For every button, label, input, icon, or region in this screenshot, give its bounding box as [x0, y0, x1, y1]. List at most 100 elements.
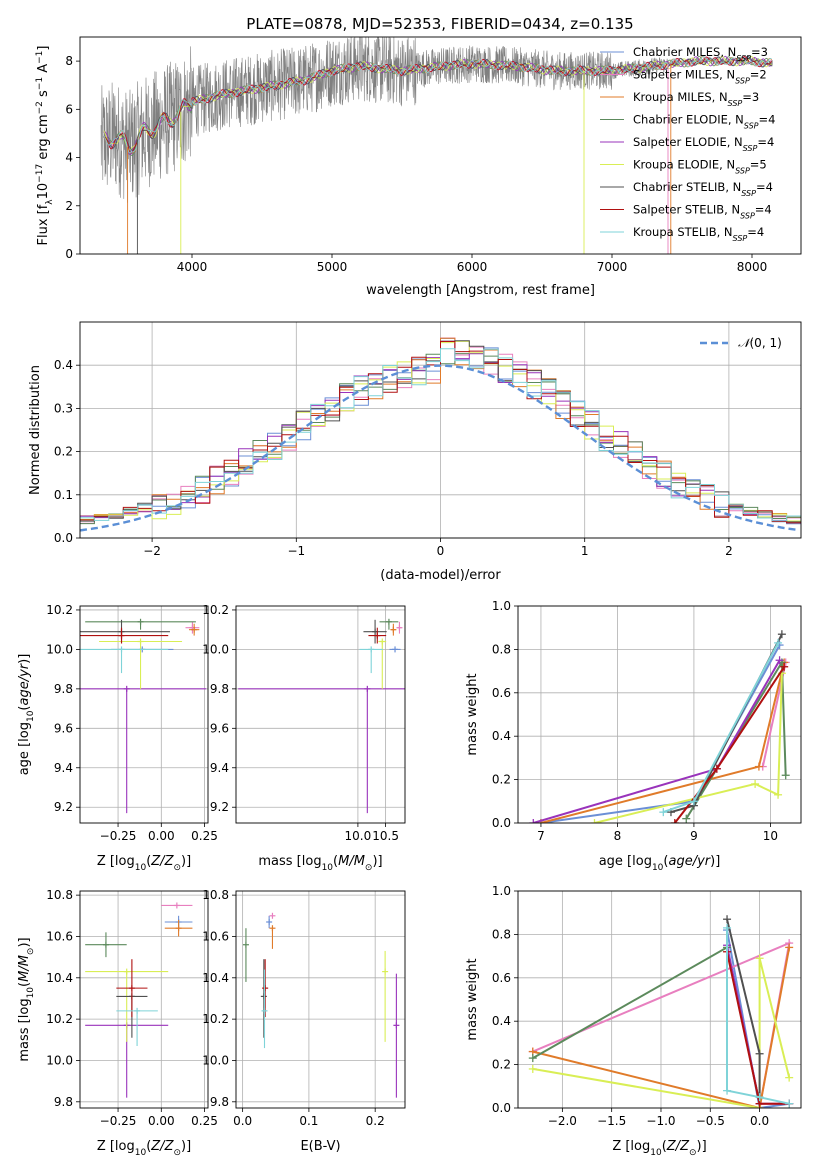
residuals-frame — [79, 321, 802, 539]
point-kroupa-miles — [390, 623, 397, 636]
spectrum-xtick-label: 8000 — [737, 260, 768, 274]
point-kroupa-stelib — [80, 646, 169, 674]
mass-vs-EBV-xtick-label: 0.0 — [233, 1114, 252, 1128]
spectrum-ytick-label: 4 — [65, 151, 73, 165]
point-salpeter-elodie — [393, 973, 400, 1098]
model-spectrum-salpeter-elodie — [103, 55, 772, 156]
residuals-ytick-label: 0.0 — [54, 531, 73, 545]
age-vs-mass-xlabel: mass [log10(M/M⊙)] — [258, 854, 382, 873]
weight-vs-Z-ytick-label: 0.4 — [492, 1014, 511, 1028]
residuals-ylabel: Normed distribution — [28, 365, 43, 495]
mass-vs-Z-frame — [79, 890, 209, 1109]
mass-vs-EBV-xtick-label: 0.1 — [299, 1114, 318, 1128]
residuals-xtick-label: 1 — [581, 544, 589, 558]
spectrum-xtick-label: 5000 — [317, 260, 348, 274]
point-salpeter-miles — [161, 902, 193, 909]
mass-vs-Z-xtick-label: 0.00 — [148, 1114, 175, 1128]
weight-vs-Z-xtick-label: 0.0 — [750, 1114, 769, 1128]
figure-title: PLATE=0878, MJD=52353, FIBERID=0434, z=0… — [246, 15, 633, 33]
age-vs-Z-ytick-label: 9.8 — [54, 682, 73, 696]
point-kroupa-stelib — [261, 969, 268, 1049]
weight-vs-Z-ytick-label: 0.2 — [492, 1058, 511, 1072]
weight-line — [532, 947, 791, 1108]
spectrum-xtick-label: 6000 — [457, 260, 488, 274]
weight-vs-age-axes: 7 8 9 10 0.0 0.2 0.4 0.6 0.8 1.0 age [log10(age/yr… — [465, 599, 802, 873]
weight-vs-age-xtick-label: 10 — [763, 829, 778, 843]
point-salpeter-elodie — [80, 685, 207, 814]
spectrum-frame — [79, 36, 802, 255]
spectrum-xtick-label: 4000 — [177, 260, 208, 274]
mass-vs-EBV-axes: 0.0 0.1 0.2 9.8 10.0 10.2 10.4 10.6 10.8 E(B-V) — [202, 888, 406, 1154]
mass-vs-Z-ytick-label: 9.8 — [54, 1095, 73, 1109]
mass-vs-Z-xtick-label: −0.25 — [100, 1114, 137, 1128]
legend-entry: Chabrier STELIB, NSSP=4 — [633, 180, 773, 198]
mass-vs-EBV-frame — [235, 890, 406, 1109]
mass-vs-Z-plot-area — [85, 902, 193, 1098]
point-chabrier-elodie — [85, 932, 127, 958]
point-chabrier-stelib — [260, 959, 267, 1038]
point-salpeter-stelib — [262, 959, 269, 1018]
weight-vs-age-ytick-label: 0.2 — [492, 773, 511, 787]
age-vs-mass-ytick-label: 10.2 — [202, 603, 229, 617]
weight-vs-age-xtick-label: 8 — [614, 829, 622, 843]
point-salpeter-miles — [269, 912, 276, 919]
residuals-xlabel: (data-model)/error — [380, 568, 501, 583]
normal-curve — [80, 364, 799, 532]
weight-vs-age-ytick-label: 1.0 — [492, 599, 511, 613]
spectrum-ytick-label: 8 — [65, 54, 73, 68]
age-vs-Z-xtick-label: 0.00 — [148, 829, 175, 843]
weight-vs-Z-xtick-label: −0.5 — [696, 1114, 725, 1128]
point-kroupa-stelib — [116, 1007, 158, 1046]
weight-vs-Z-xtick-label: −2.0 — [548, 1114, 577, 1128]
mass-vs-EBV-ytick-label: 10.4 — [202, 971, 229, 985]
weight-vs-Z-ytick-label: 1.0 — [492, 884, 511, 898]
legend-entry: Kroupa MILES, NSSP=3 — [633, 90, 759, 108]
mass-vs-EBV-xlabel: E(B-V) — [300, 1139, 340, 1154]
spectrum-xlabel: wavelength [Angstrom, rest frame] — [366, 283, 595, 298]
residuals-ytick-label: 0.4 — [54, 358, 73, 372]
legend-entry: Chabrier MILES, NSSP=3 — [633, 45, 768, 63]
point-kroupa-stelib — [359, 646, 383, 674]
age-vs-mass-frame — [235, 605, 406, 824]
age-vs-mass-ytick-label: 9.8 — [210, 682, 229, 696]
age-vs-mass-xtick-label: 10.5 — [372, 829, 399, 843]
point-kroupa-miles — [164, 919, 193, 937]
mass-vs-EBV-ytick-label: 10.0 — [202, 1053, 229, 1067]
spectrum-ytick-label: 6 — [65, 102, 73, 116]
age-vs-Z-xlabel: Z [log10(Z/Z⊙)] — [97, 854, 191, 873]
residuals-xtick-label: −2 — [143, 544, 161, 558]
point-kroupa-elodie — [85, 968, 169, 1042]
mass-vs-EBV-plot-area — [242, 912, 400, 1098]
spectrum-ytick-label: 2 — [65, 199, 73, 213]
residuals-xtick-label: 2 — [725, 544, 733, 558]
age-vs-Z-ytick-label: 10.0 — [46, 642, 73, 656]
series-kroupa-stelib — [659, 638, 783, 817]
weight-vs-age-ytick-label: 0.0 — [492, 816, 511, 830]
spectrum-plot-area — [100, 37, 773, 254]
weight-vs-age-ytick-label: 0.8 — [492, 642, 511, 656]
mass-vs-Z-ytick-label: 10.0 — [46, 1053, 73, 1067]
age-vs-Z-plot-area — [80, 618, 207, 814]
age-vs-mass-ytick-label: 10.0 — [202, 642, 229, 656]
residuals-ytick-label: 0.2 — [54, 445, 73, 459]
age-vs-mass-xtick-label: 10.0 — [345, 829, 372, 843]
point-chabrier-miles — [389, 646, 401, 653]
spectrum-legend: Chabrier MILES, NSSP=3 Salpeter MILES, NS… — [600, 45, 775, 243]
age-vs-Z-ytick-label: 9.4 — [54, 761, 73, 775]
point-salpeter-elodie — [238, 685, 405, 814]
legend-entry: 𝒩(0, 1) — [738, 336, 782, 350]
mass-vs-EBV-ytick-label: 10.6 — [202, 929, 229, 943]
residuals-xtick-label: −1 — [287, 544, 305, 558]
weight-vs-age-ytick-label: 0.4 — [492, 729, 511, 743]
weight-vs-age-ylabel: mass weight — [465, 673, 480, 755]
mass-vs-Z-ytick-label: 10.6 — [46, 929, 73, 943]
weight-line — [726, 929, 790, 1108]
weight-vs-Z-ytick-label: 0.8 — [492, 927, 511, 941]
point-chabrier-elodie — [85, 618, 196, 630]
mass-vs-Z-ytick-label: 10.2 — [46, 1012, 73, 1026]
weight-vs-Z-ytick-label: 0.6 — [492, 971, 511, 985]
age-vs-mass-ytick-label: 9.4 — [210, 761, 229, 775]
weight-vs-Z-xlabel: Z [log10(Z/Z⊙)] — [612, 1139, 706, 1158]
legend-entry: Chabrier ELODIE, NSSP=4 — [633, 113, 775, 131]
